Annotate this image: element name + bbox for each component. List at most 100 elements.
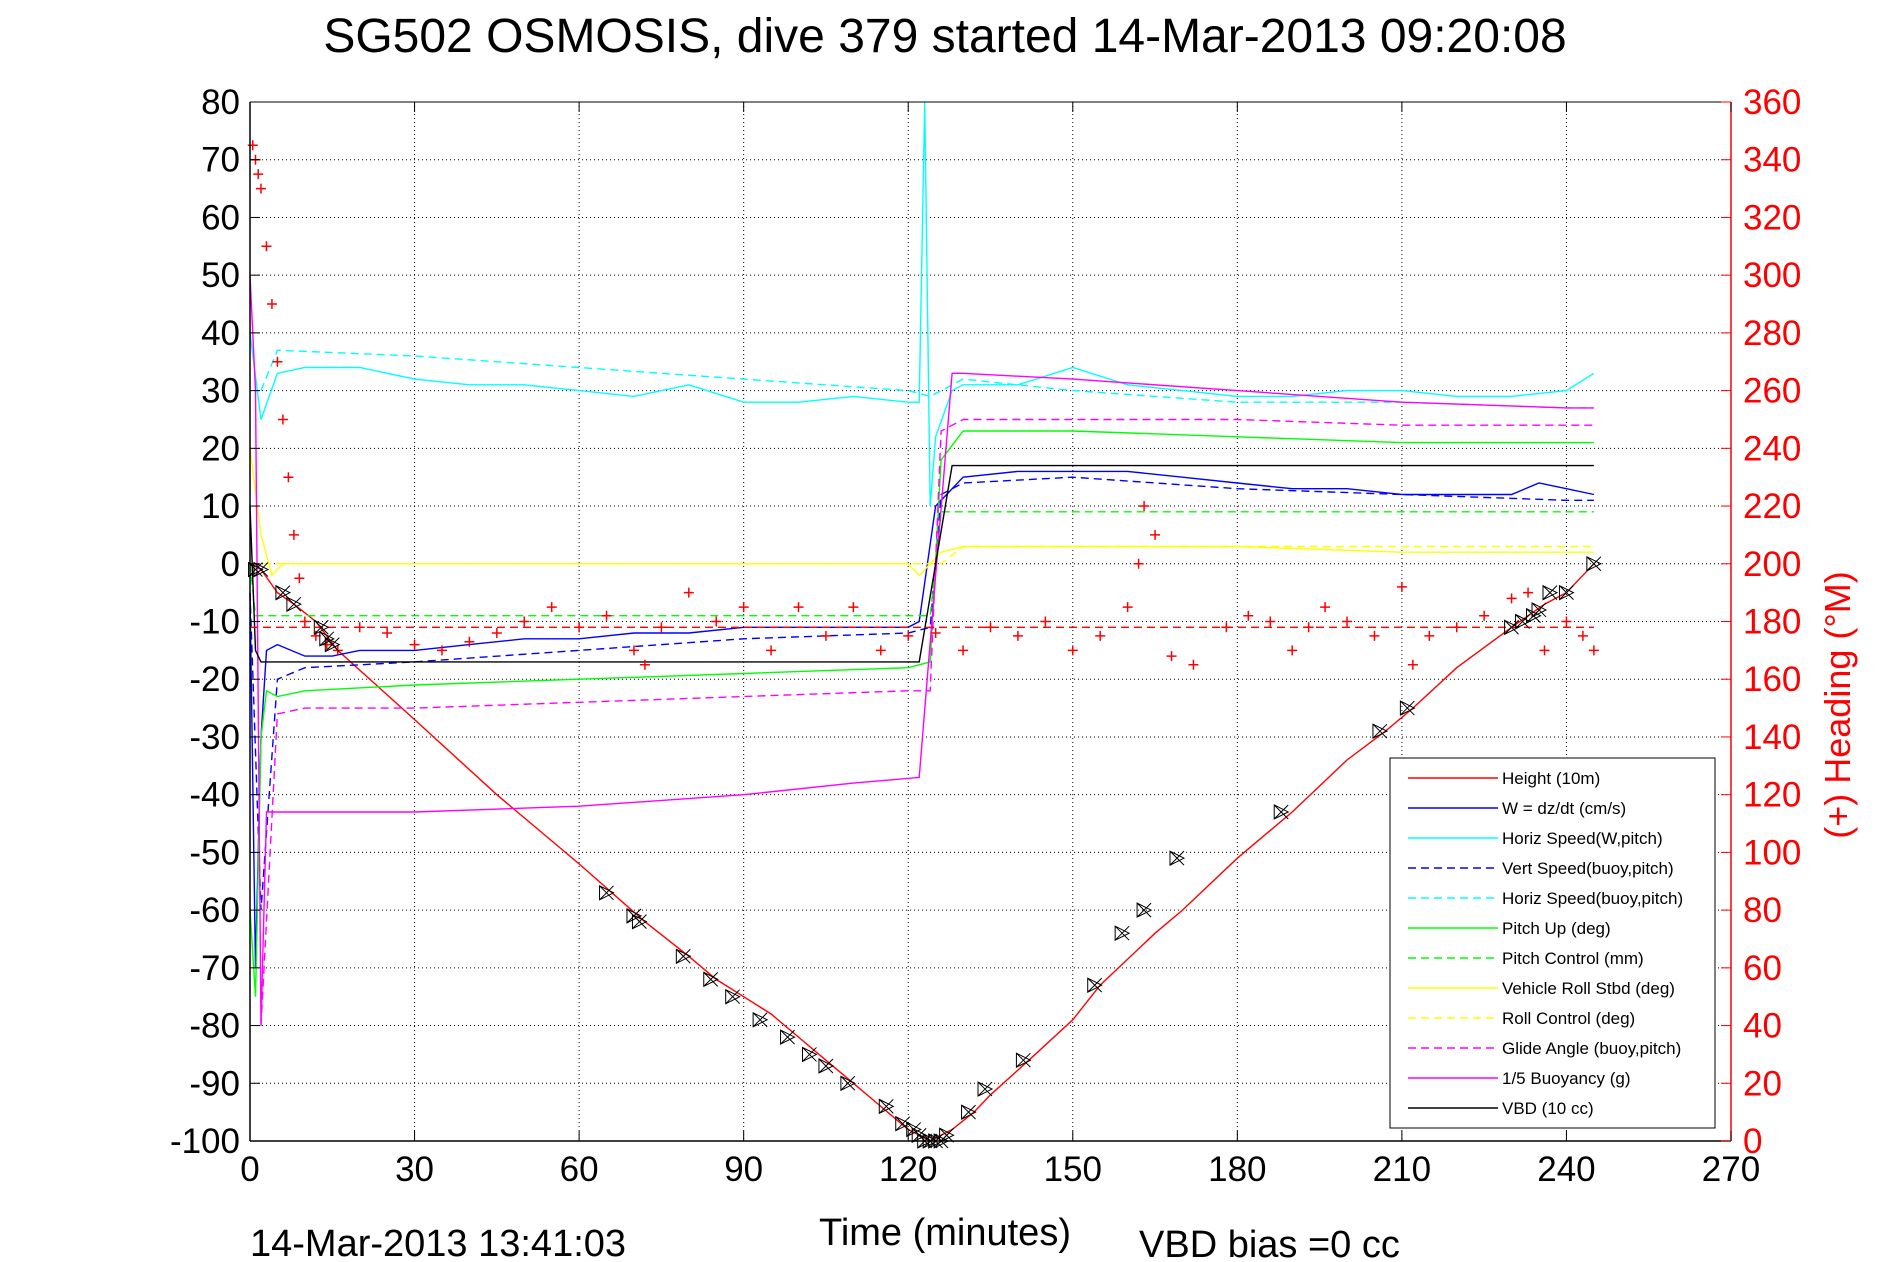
sample-marker [703,971,719,988]
legend-entry: Horiz Speed(W,pitch) [1502,829,1663,848]
heading-point [820,630,831,641]
heading-point [299,616,310,627]
sample-marker [939,1127,955,1144]
series-4-line [260,349,1594,409]
y2-tick-label: 260 [1743,372,1801,411]
sample-marker [1542,584,1559,601]
heading-point [1122,602,1133,613]
y2-tick-label: 20 [1743,1064,1782,1103]
series-5-line [249,430,1594,997]
heading-point [875,645,886,656]
sample-marker [1273,804,1290,820]
sample-marker [752,1011,769,1028]
heading-point [1588,645,1599,656]
sample-marker [1169,850,1186,866]
heading-point [1287,645,1298,656]
heading-point [253,169,264,180]
heading-point [283,472,294,483]
series-6-line [249,511,1594,617]
sample-marker [599,884,615,901]
x-tick-label: 270 [1702,1150,1760,1189]
heading-point [711,616,722,627]
heading-point [1561,616,1572,627]
legend-entry: W = dz/dt (cm/s) [1502,799,1626,818]
heading-point [903,630,914,641]
y2-axis-label: (+) Heading (°M) [1817,571,1858,838]
heading-point [1424,630,1435,641]
heading-point [1506,593,1517,604]
sample-marker [675,948,692,965]
heading-point [255,183,266,194]
sample-marker [1114,925,1131,942]
heading-point [1539,645,1550,656]
x-axis-label: Time (minutes) [819,1212,1071,1254]
sample-marker [780,1029,796,1045]
sample-marker [1558,584,1575,601]
sample-marker [631,913,648,930]
sample-marker [801,1046,818,1063]
heading-point [639,659,650,670]
sample-marker [1515,613,1531,630]
y2-tick-label: 180 [1743,603,1801,642]
legend-entry: Roll Control (deg) [1502,1009,1635,1028]
legend: Height (10m) W = dz/dt (cm/s) Horiz Speed(… [1389,757,1716,1129]
legend-entry: Vehicle Roll Stbd (deg) [1502,979,1675,998]
series-8-line [250,545,1594,565]
heading-point [272,356,283,367]
heading-point [247,140,258,151]
legend-entry: VBD (10 cc) [1502,1099,1594,1118]
legend-entry: Pitch Up (deg) [1502,919,1611,938]
legend-entry: 1/5 Buoyancy (g) [1502,1069,1631,1088]
x-tick-label: 30 [395,1150,434,1189]
axes: 0 30 60 90 120 150 180 210 240 270-100-90-80-70-6… [170,83,1801,1189]
heading-point [601,610,612,621]
y-tick-label: 10 [201,487,240,526]
series-11-line [249,464,1594,663]
heading-point [1166,651,1177,662]
x-tick-label: 150 [1044,1150,1102,1189]
heading-point [382,628,393,639]
sample-marker [977,1081,994,1097]
sample-marker [1504,619,1520,636]
series-3-line [249,476,1594,911]
y2-tick-label: 360 [1743,83,1801,122]
x-tick-label: 90 [724,1150,763,1189]
heading-point [958,645,969,656]
heading-point [683,587,694,598]
heading-point [288,529,299,540]
sample-marker [961,1104,977,1120]
y2-tick-label: 140 [1743,718,1801,757]
y2-tick-label: 160 [1743,660,1801,699]
heading-point [1067,645,1078,656]
y-tick-label: -50 [189,833,240,872]
sample-marker [725,988,741,1005]
heading-point [436,645,447,656]
heading-point [628,645,639,656]
heading-point [277,414,288,425]
sample-marker [895,1115,911,1132]
y-tick-label: 0 [221,545,240,584]
heading-point [294,573,305,584]
heading-point [1396,581,1407,592]
legend-entry: Glide Angle (buoy,pitch) [1502,1039,1681,1058]
y2-tick-label: 300 [1743,256,1801,295]
x-tick-label: 60 [560,1150,599,1189]
y2-tick-label: 60 [1743,949,1782,988]
y2-tick-label: 120 [1743,776,1801,815]
legend-entry: Pitch Control (mm) [1502,949,1644,968]
heading-point [1265,616,1276,627]
heading-point [1012,630,1023,641]
heading-point [1243,610,1254,621]
sample-marker [818,1058,835,1074]
heading-point [321,639,332,650]
y-tick-label: -70 [189,949,240,988]
chart-title: SG502 OSMOSIS, dive 379 started 14-Mar-2… [323,10,1566,63]
heading-point [464,636,475,647]
y-tick-label: 70 [201,141,240,180]
sample-marker [1015,1052,1032,1068]
sample-marker [1399,700,1416,716]
y-tick-label: 60 [201,198,240,237]
heading-point [546,602,557,613]
series-7-line [249,448,1594,577]
